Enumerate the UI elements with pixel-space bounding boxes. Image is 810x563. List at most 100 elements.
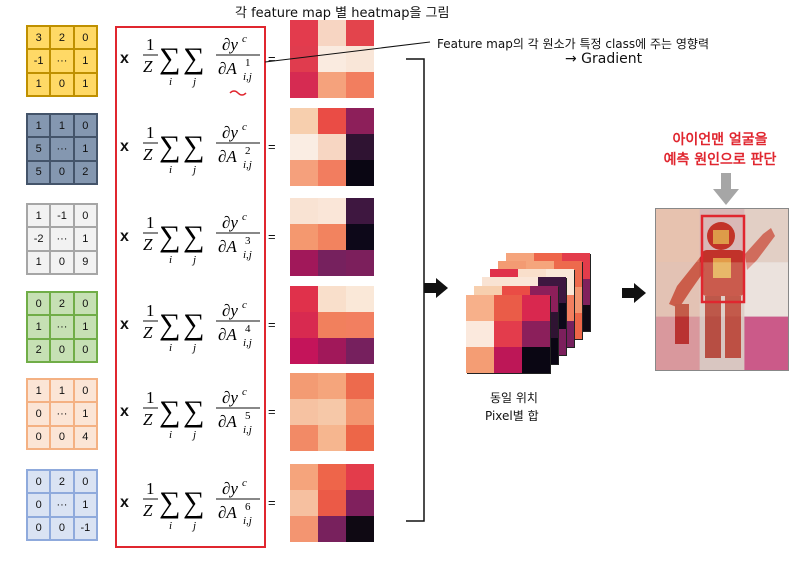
heatmap-cell	[346, 516, 374, 542]
heatmap-cell	[318, 224, 346, 250]
svg-text:5: 5	[245, 410, 251, 422]
heatmap-cell	[290, 134, 318, 160]
multiply-symbol: x	[120, 403, 129, 420]
diagram-title: 각 feature map 별 heatmap을 그림	[235, 6, 450, 21]
grid-cell: 2	[50, 470, 74, 494]
svg-text:Z: Z	[143, 145, 153, 164]
gradient-formula-4: 1Z ∑i∑j∂y c∂A 4i,j	[143, 299, 260, 354]
grid-cell: 1	[27, 114, 51, 138]
heatmap-cell	[290, 490, 318, 516]
svg-text:j: j	[191, 164, 196, 176]
svg-text:∑: ∑	[183, 486, 204, 519]
grid-cell: 2	[50, 292, 74, 316]
heatmap-cell	[346, 72, 374, 98]
svg-text:i: i	[169, 164, 172, 176]
heatmap-cell	[290, 516, 318, 542]
stack-cell	[522, 321, 550, 347]
svg-text:1: 1	[146, 35, 155, 54]
svg-text:∂y: ∂y	[222, 301, 238, 320]
svg-text:j: j	[191, 76, 196, 88]
equals-symbol: =	[268, 51, 276, 66]
svg-text:c: c	[242, 477, 247, 489]
result-caption-line1: 아이언맨 얼굴을	[672, 132, 768, 148]
heatmap-cell	[290, 224, 318, 250]
svg-text:∂A: ∂A	[218, 147, 237, 166]
svg-text:∂A: ∂A	[218, 503, 237, 522]
heatmap-cell	[346, 108, 374, 134]
feature-map-grid-5: 1 1 0 0 ··· 1 0 0 4	[26, 378, 98, 450]
heatmap-cell	[290, 250, 318, 276]
heatmap-cell	[318, 20, 346, 46]
svg-text:∑: ∑	[159, 308, 180, 341]
svg-text:∂y: ∂y	[222, 479, 238, 498]
svg-text:∂y: ∂y	[222, 123, 238, 142]
equals-symbol: =	[268, 317, 276, 332]
sum-caption-line2: Pixel별 합	[485, 409, 539, 423]
heatmap-cell	[318, 373, 346, 399]
svg-text:i: i	[169, 76, 172, 88]
heatmap-cell	[290, 312, 318, 338]
grid-cell: 2	[27, 338, 51, 362]
heatmap-cell	[346, 373, 374, 399]
svg-text:∂y: ∂y	[222, 213, 238, 232]
annotation-line1: Feature map의 각 원소가 특정 class에 주는 영향력	[437, 37, 710, 51]
grid-cell: 0	[27, 516, 51, 540]
heatmap-cell	[346, 20, 374, 46]
grid-cell: 0	[27, 470, 51, 494]
grid-cell: 9	[73, 250, 97, 274]
grid-cell: ···	[50, 493, 74, 517]
gradient-formula-2: 1Z ∑i∑j∂y c∂A 2i,j	[143, 121, 260, 176]
svg-text:∑: ∑	[183, 220, 204, 253]
stack-cell	[494, 347, 522, 373]
grid-cell: 1	[73, 493, 97, 517]
equals-symbol: =	[268, 495, 276, 510]
grid-cell: 0	[73, 379, 97, 403]
grid-cell: 4	[73, 425, 97, 449]
heatmap-cell	[318, 46, 346, 72]
grid-cell: 1	[27, 379, 51, 403]
heatmap-cell	[346, 490, 374, 516]
grid-cell: ···	[50, 315, 74, 339]
arrow-down-icon	[713, 173, 739, 205]
svg-text:j: j	[191, 342, 196, 354]
svg-text:∂A: ∂A	[218, 412, 237, 431]
heatmap-cell	[346, 425, 374, 451]
heatmap-cell	[346, 286, 374, 312]
svg-text:i,j: i,j	[243, 515, 252, 527]
svg-text:i,j: i,j	[243, 71, 252, 83]
heatmap-cell	[318, 312, 346, 338]
stack-cell	[466, 347, 494, 373]
svg-text:2: 2	[245, 145, 251, 157]
grid-cell: 1	[27, 250, 51, 274]
svg-text:∂y: ∂y	[222, 388, 238, 407]
svg-text:4: 4	[245, 323, 251, 335]
multiply-symbol: x	[120, 138, 129, 155]
heatmap-cell	[318, 108, 346, 134]
heatmap-cell	[290, 108, 318, 134]
svg-text:i,j: i,j	[243, 337, 252, 349]
feature-map-grid-6: 0 2 0 0 ··· 1 0 0 -1	[26, 469, 98, 541]
grid-cell: 0	[50, 250, 74, 274]
grid-cell: 0	[50, 338, 74, 362]
grid-cell: -1	[73, 516, 97, 540]
gradient-formula-box	[115, 26, 266, 548]
svg-text:∑: ∑	[183, 130, 204, 163]
grid-cell: 0	[27, 493, 51, 517]
svg-text:i,j: i,j	[243, 159, 252, 171]
heatmap-cell	[346, 224, 374, 250]
grid-cell: -2	[27, 227, 51, 251]
grid-cell: 0	[50, 516, 74, 540]
heatmap-cell	[318, 198, 346, 224]
svg-text:∂A: ∂A	[218, 59, 237, 78]
feature-map-grid-3: 1 -1 0 -2 ··· 1 1 0 9	[26, 203, 98, 275]
heatmap-cell	[318, 250, 346, 276]
grid-cell: 2	[73, 160, 97, 184]
svg-text:∑: ∑	[159, 486, 180, 519]
svg-text:j: j	[191, 429, 196, 441]
heatmap-cell	[290, 399, 318, 425]
stack-cell	[522, 295, 550, 321]
grid-cell: -1	[27, 49, 51, 73]
gradient-formula-5: 1Z ∑i∑j∂y c∂A 5i,j	[143, 386, 260, 441]
grid-cell: 1	[50, 379, 74, 403]
grid-cell: 1	[73, 72, 97, 96]
